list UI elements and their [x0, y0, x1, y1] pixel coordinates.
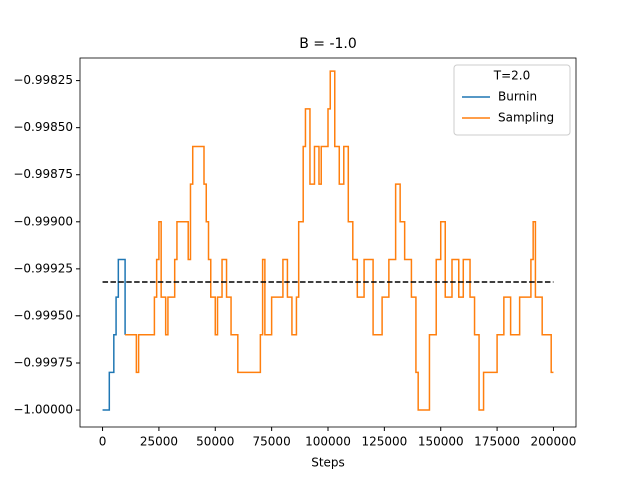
x-tick-label: 200000 — [531, 435, 577, 449]
x-tick-label: 150000 — [418, 435, 464, 449]
y-tick-label: −1.00000 — [13, 403, 73, 417]
legend-label: Burnin — [498, 90, 537, 104]
series-line — [102, 258, 126, 411]
y-tick-label: −0.99975 — [13, 355, 73, 369]
x-tick-label: 0 — [99, 435, 107, 449]
axes-frame — [79, 57, 577, 428]
x-tick-label: 125000 — [361, 435, 407, 449]
y-tick-label: −0.99925 — [13, 261, 73, 275]
x-tick-label: 25000 — [140, 435, 178, 449]
legend-title: T=2.0 — [493, 69, 530, 83]
y-tick-label: −0.99850 — [13, 120, 73, 134]
x-tick-label: 175000 — [474, 435, 520, 449]
series-line — [125, 70, 554, 411]
x-tick-label: 75000 — [253, 435, 291, 449]
y-tick-label: −0.99825 — [13, 73, 73, 87]
y-tick-label: −0.99900 — [13, 214, 73, 228]
y-tick-label: −0.99950 — [13, 308, 73, 322]
x-axis-label: Steps — [311, 456, 345, 470]
y-tick-label: −0.99875 — [13, 167, 73, 181]
chart-title: B = -1.0 — [299, 36, 357, 52]
x-tick-label: 100000 — [305, 435, 351, 449]
legend-label: Sampling — [498, 111, 554, 125]
x-tick-label: 50000 — [196, 435, 234, 449]
